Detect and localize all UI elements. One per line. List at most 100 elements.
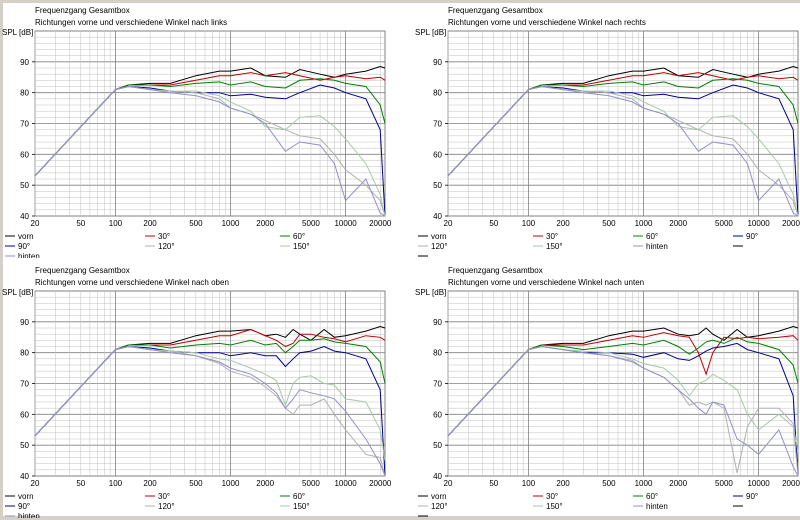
x-tick-label: 1000 xyxy=(222,219,240,228)
y-tick-label: 80 xyxy=(433,349,442,358)
chart-title: Frequenzgang Gesamtbox xyxy=(35,266,130,275)
chart-title: Frequenzgang Gesamtbox xyxy=(448,6,543,15)
x-tick-label: 100 xyxy=(522,219,536,228)
chart-subtitle: Richtungen vorne und verschiedene Winkel… xyxy=(448,18,646,27)
legend-label: 30° xyxy=(546,232,558,241)
x-tick-label: 5000 xyxy=(715,479,733,488)
x-tick-label: 20 xyxy=(31,479,40,488)
x-tick-label: 2000 xyxy=(256,219,274,228)
y-tick-label: 70 xyxy=(433,380,442,389)
x-tick-label: 5000 xyxy=(302,479,320,488)
x-tick-label: 20 xyxy=(444,479,453,488)
legend-label: 150° xyxy=(293,242,310,251)
y-tick-label: 40 xyxy=(433,212,442,221)
chart-panel-unten: Frequenzgang Gesamtbox Richtungen vorne u… xyxy=(413,260,800,518)
legend-label: vorn xyxy=(431,232,447,241)
x-tick-label: 50 xyxy=(489,479,498,488)
series-line-60 xyxy=(34,338,386,437)
legend-label: vorn xyxy=(431,492,447,501)
legend-label: 120° xyxy=(431,502,448,511)
x-tick-label: 50 xyxy=(76,479,85,488)
window-frame-bottom xyxy=(0,516,800,520)
legend-label: 30° xyxy=(158,232,170,241)
legend-label: 120° xyxy=(158,242,175,251)
x-tick-label: 20 xyxy=(31,219,40,228)
chart-svg: Frequenzgang Gesamtbox Richtungen vorne u… xyxy=(415,6,800,257)
x-tick-label: 1000 xyxy=(635,219,653,228)
legend-label: hinten xyxy=(646,242,668,251)
x-tick-label: 50 xyxy=(489,219,498,228)
y-tick-label: 80 xyxy=(20,89,29,98)
chart-svg: Frequenzgang Gesamtbox Richtungen vorne u… xyxy=(2,6,392,258)
legend-label: 90° xyxy=(746,492,758,501)
legend-label: hinten xyxy=(646,502,668,511)
x-tick-label: 100 xyxy=(109,479,123,488)
chart-subtitle: Richtungen vorne und verschiedene Winkel… xyxy=(448,278,644,287)
x-tick-label: 10000 xyxy=(747,479,770,488)
x-tick-label: 200 xyxy=(143,479,157,488)
y-tick-label: 40 xyxy=(433,472,442,481)
y-tick-label: 40 xyxy=(20,472,29,481)
y-tick-label: 90 xyxy=(20,58,29,67)
chart-panel-rechts: Frequenzgang Gesamtbox Richtungen vorne u… xyxy=(413,0,800,258)
series-line-hinten xyxy=(34,345,386,477)
x-tick-label: 2000 xyxy=(669,219,687,228)
x-tick-label: 20000 xyxy=(782,479,800,488)
legend-label: 150° xyxy=(546,502,563,511)
chart-title: Frequenzgang Gesamtbox xyxy=(448,266,543,275)
y-tick-label: 60 xyxy=(433,150,442,159)
y-tick-label: 90 xyxy=(433,58,442,67)
chart-panel-oben: Frequenzgang Gesamtbox Richtungen vorne u… xyxy=(0,260,400,518)
x-tick-label: 1000 xyxy=(222,479,240,488)
y-tick-label: 60 xyxy=(20,410,29,419)
x-tick-label: 5000 xyxy=(715,219,733,228)
series-line-hinten xyxy=(447,345,799,477)
y-tick-label: 80 xyxy=(20,349,29,358)
series-line-30 xyxy=(447,332,799,437)
y-axis-label: SPL [dB] xyxy=(415,28,446,37)
y-tick-label: 70 xyxy=(433,120,442,129)
x-tick-label: 200 xyxy=(556,479,570,488)
chart-panel-links: Frequenzgang Gesamtbox Richtungen vorne u… xyxy=(0,0,400,258)
x-tick-label: 200 xyxy=(143,219,157,228)
x-tick-label: 100 xyxy=(109,219,123,228)
y-tick-label: 50 xyxy=(433,181,442,190)
window-frame-top xyxy=(0,0,800,3)
legend-label: 120° xyxy=(431,242,448,251)
legend-label: 90° xyxy=(18,242,30,251)
chart-title: Frequenzgang Gesamtbox xyxy=(35,6,130,15)
legend-label: 150° xyxy=(293,502,310,511)
legend-label: 90° xyxy=(18,502,30,511)
legend-label: vorn xyxy=(18,492,34,501)
y-axis-label: SPL [dB] xyxy=(415,288,446,297)
series-line-60 xyxy=(447,78,799,177)
x-tick-label: 2000 xyxy=(256,479,274,488)
x-tick-label: 2000 xyxy=(669,479,687,488)
legend-label: 150° xyxy=(546,242,563,251)
y-tick-label: 70 xyxy=(20,380,29,389)
series-line-hinten xyxy=(447,85,799,217)
chart-subtitle: Richtungen vorne und verschiedene Winkel… xyxy=(35,278,229,287)
y-tick-label: 60 xyxy=(20,150,29,159)
x-tick-label: 20000 xyxy=(369,219,392,228)
series-line-60 xyxy=(34,78,386,177)
y-tick-label: 80 xyxy=(433,89,442,98)
x-tick-label: 10000 xyxy=(747,219,770,228)
legend-label: 30° xyxy=(546,492,558,501)
x-tick-label: 500 xyxy=(189,479,203,488)
y-tick-label: 50 xyxy=(20,181,29,190)
legend-label: vorn xyxy=(18,232,34,241)
x-tick-label: 50 xyxy=(76,219,85,228)
y-axis-label: SPL [dB] xyxy=(2,288,33,297)
window-frame-left xyxy=(0,0,3,520)
legend-label: hinten xyxy=(18,512,40,518)
x-tick-label: 200 xyxy=(556,219,570,228)
y-tick-label: 50 xyxy=(20,441,29,450)
y-axis-label: SPL [dB] xyxy=(2,28,33,37)
series-line-hinten xyxy=(34,85,386,217)
series-line-60 xyxy=(447,336,799,437)
x-tick-label: 10000 xyxy=(334,219,357,228)
legend-label: 60° xyxy=(646,492,658,501)
legend-label: 60° xyxy=(646,232,658,241)
series-line-vorn xyxy=(447,325,799,437)
